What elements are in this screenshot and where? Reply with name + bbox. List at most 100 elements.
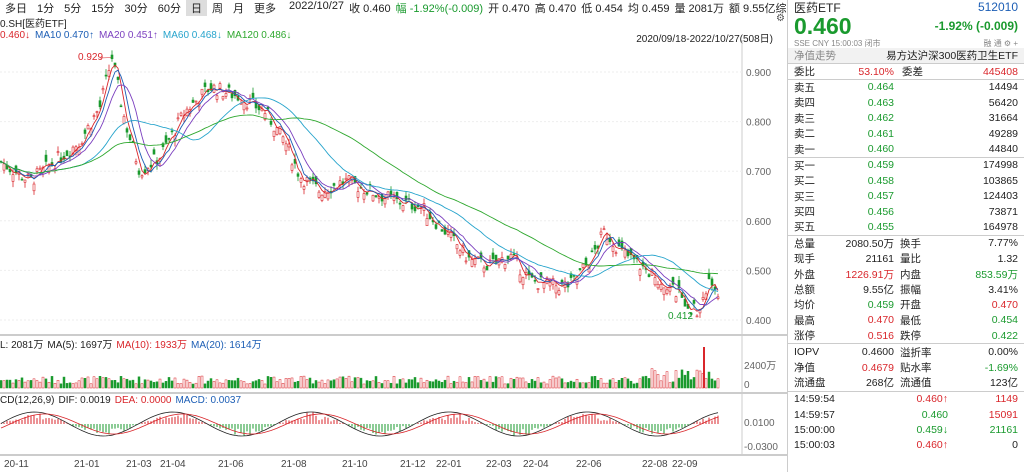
volume-bar xyxy=(470,381,474,389)
period-tab[interactable]: 多日 xyxy=(5,2,27,15)
volume-bar xyxy=(359,377,363,389)
volume-bar xyxy=(662,375,666,389)
candle-body xyxy=(494,254,498,263)
volume-bar xyxy=(275,381,279,389)
volume-bar xyxy=(317,381,321,389)
volume-bar xyxy=(104,377,108,389)
volume-bar xyxy=(47,382,51,389)
tick-price: 0.460 xyxy=(921,408,948,421)
volume-bar xyxy=(38,381,42,389)
stat-label: 现手 xyxy=(794,253,815,266)
candle-body xyxy=(20,178,24,181)
candle-body xyxy=(455,244,459,250)
low-annotation: 0.412 xyxy=(668,311,693,322)
volume-bar xyxy=(68,382,72,389)
candle-body xyxy=(227,84,231,88)
candle-body xyxy=(281,136,285,143)
volume-bar xyxy=(464,382,468,389)
volume-bar xyxy=(215,379,219,389)
volume-bar xyxy=(62,376,66,389)
period-tab[interactable]: 日 xyxy=(186,0,207,16)
period-tab[interactable]: 周 xyxy=(212,2,223,15)
candle-body xyxy=(278,126,282,135)
candle-body xyxy=(167,138,171,140)
candle-body xyxy=(677,280,681,288)
volume-bar xyxy=(23,381,27,389)
row-price: 0.464 xyxy=(867,81,894,94)
fund-row[interactable]: 净值走势 易方达沪深300医药卫生ETF xyxy=(788,48,1024,64)
candle-body xyxy=(410,203,414,210)
volume-bar xyxy=(674,370,678,389)
volume-bar xyxy=(560,378,564,389)
candle-body xyxy=(299,178,303,183)
candle-body xyxy=(512,253,516,256)
volume-bar xyxy=(341,376,345,389)
period-tab[interactable]: 1分 xyxy=(37,2,55,15)
candle-body xyxy=(35,168,39,172)
volume-bar xyxy=(713,380,717,389)
candle-body xyxy=(38,167,42,170)
tick-volume: 0 xyxy=(1012,439,1018,452)
row-label: 买四 xyxy=(794,206,815,219)
volume-bar xyxy=(488,376,492,389)
volume-bar xyxy=(653,370,657,389)
macd-axis-label: -0.0300 xyxy=(744,442,778,453)
volume-bar xyxy=(569,380,573,389)
tick-row: 15:00:00 0.459↓ 21161 xyxy=(788,422,1024,437)
stat-label: 换手 xyxy=(900,237,921,250)
volume-bar xyxy=(125,378,129,389)
price-change: -1.92% (-0.009) xyxy=(934,19,1018,33)
candle-body xyxy=(152,149,156,155)
candle-body xyxy=(149,164,153,168)
volume-bar xyxy=(434,379,438,389)
candle-body xyxy=(140,175,144,178)
period-tab[interactable]: 30分 xyxy=(124,2,148,15)
stat-value: 1226.91万 xyxy=(845,268,894,281)
period-tab[interactable]: 月 xyxy=(233,2,244,15)
period-tab[interactable]: 15分 xyxy=(91,2,115,15)
iopv-table: IOPV 0.4600 溢折率 0.00% 净值 0.4679 贴水率 -1.69% 流通盘 26… xyxy=(788,343,1024,390)
candle-body xyxy=(593,244,597,250)
volume-bar xyxy=(197,376,201,389)
quote-row: 卖二 0.461 49289 xyxy=(788,126,1024,141)
volume-bar xyxy=(29,380,33,389)
fund-name: 易方达沪深300医药卫生ETF xyxy=(886,50,1018,63)
row-label: 卖四 xyxy=(794,97,815,110)
volume-bar xyxy=(572,381,576,389)
candle-body xyxy=(602,228,606,231)
row-price: 0.459 xyxy=(867,159,894,172)
date-axis-label: 21-06 xyxy=(218,459,244,470)
volume-bar xyxy=(530,379,534,389)
panel-icons[interactable]: 融 通 ⚙ + xyxy=(983,39,1018,48)
quote-row: 买二 0.458 103865 xyxy=(788,173,1024,188)
high-annotation: 0.929 xyxy=(78,52,103,63)
candle-body xyxy=(560,279,564,283)
volume-bar xyxy=(461,381,465,389)
volume-bar xyxy=(425,379,429,389)
volume-bar xyxy=(539,382,543,389)
stat-value: 7.77% xyxy=(988,237,1018,250)
volume-bar xyxy=(323,383,327,389)
volume-bar xyxy=(71,383,75,389)
weicha-value: 445408 xyxy=(982,65,1018,78)
volume-bar xyxy=(353,377,357,389)
ma-legend-item: MA20 0.451↑ xyxy=(98,30,158,41)
volume-bar xyxy=(152,382,156,389)
candle-body xyxy=(245,107,249,110)
period-tab[interactable]: 更多 xyxy=(254,2,276,15)
volume-bar xyxy=(512,379,516,389)
candle-body xyxy=(569,273,573,278)
period-tab[interactable]: 5分 xyxy=(64,2,82,15)
row-volume: 164978 xyxy=(982,220,1018,233)
volume-bar xyxy=(371,380,375,389)
volume-bar xyxy=(437,380,441,389)
period-tab[interactable]: 60分 xyxy=(157,2,181,15)
stat-row: IOPV 0.4600 溢折率 0.00% xyxy=(788,344,1024,359)
nav-trend-link[interactable]: 净值走势 xyxy=(794,50,836,63)
candle-body xyxy=(284,143,288,152)
candle-body xyxy=(521,277,525,286)
quote-row: 买四 0.456 73871 xyxy=(788,204,1024,219)
candle-body xyxy=(683,298,687,307)
settings-icon[interactable]: ⚙ xyxy=(776,13,785,24)
